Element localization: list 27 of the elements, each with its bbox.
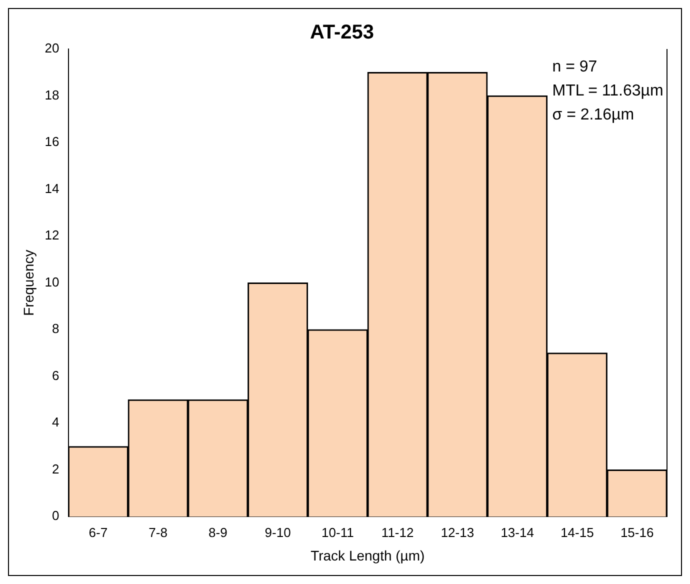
x-tick-label: 9-10 (264, 524, 291, 540)
chart-title: AT-253 (310, 22, 374, 44)
y-tick-label: 16 (44, 134, 60, 150)
annotation: σ = 2.16µm (552, 106, 634, 124)
y-axis-title: Frequency (20, 250, 36, 316)
y-tick-label: 8 (52, 321, 60, 336)
y-tick-label: 0 (52, 508, 60, 524)
y-tick-label: 14 (44, 180, 60, 196)
x-tick-label: 6-7 (88, 524, 108, 540)
x-tick-label: 15-16 (620, 524, 654, 540)
x-tick-label: 13-14 (500, 524, 534, 540)
y-tick-label: 18 (44, 87, 60, 102)
annotation: n = 97 (552, 58, 598, 76)
x-tick-label: 12-13 (440, 524, 474, 540)
y-tick-label: 20 (44, 40, 60, 56)
y-tick-label: 2 (52, 461, 60, 476)
x-tick-label: 11-12 (381, 524, 414, 540)
y-tick-label: 6 (52, 368, 60, 383)
y-tick-label: 10 (44, 274, 60, 290)
y-tick-label: 4 (52, 414, 60, 430)
x-tick-label: 10-11 (322, 524, 354, 540)
x-tick-label: 7-8 (148, 524, 168, 540)
x-tick-label: 8-9 (208, 524, 228, 540)
x-axis-title: Track Length (µm) (310, 547, 425, 564)
annotation: MTL = 11.63µm (552, 82, 664, 100)
x-tick-label: 14-15 (560, 524, 594, 540)
y-tick-label: 12 (44, 228, 60, 243)
